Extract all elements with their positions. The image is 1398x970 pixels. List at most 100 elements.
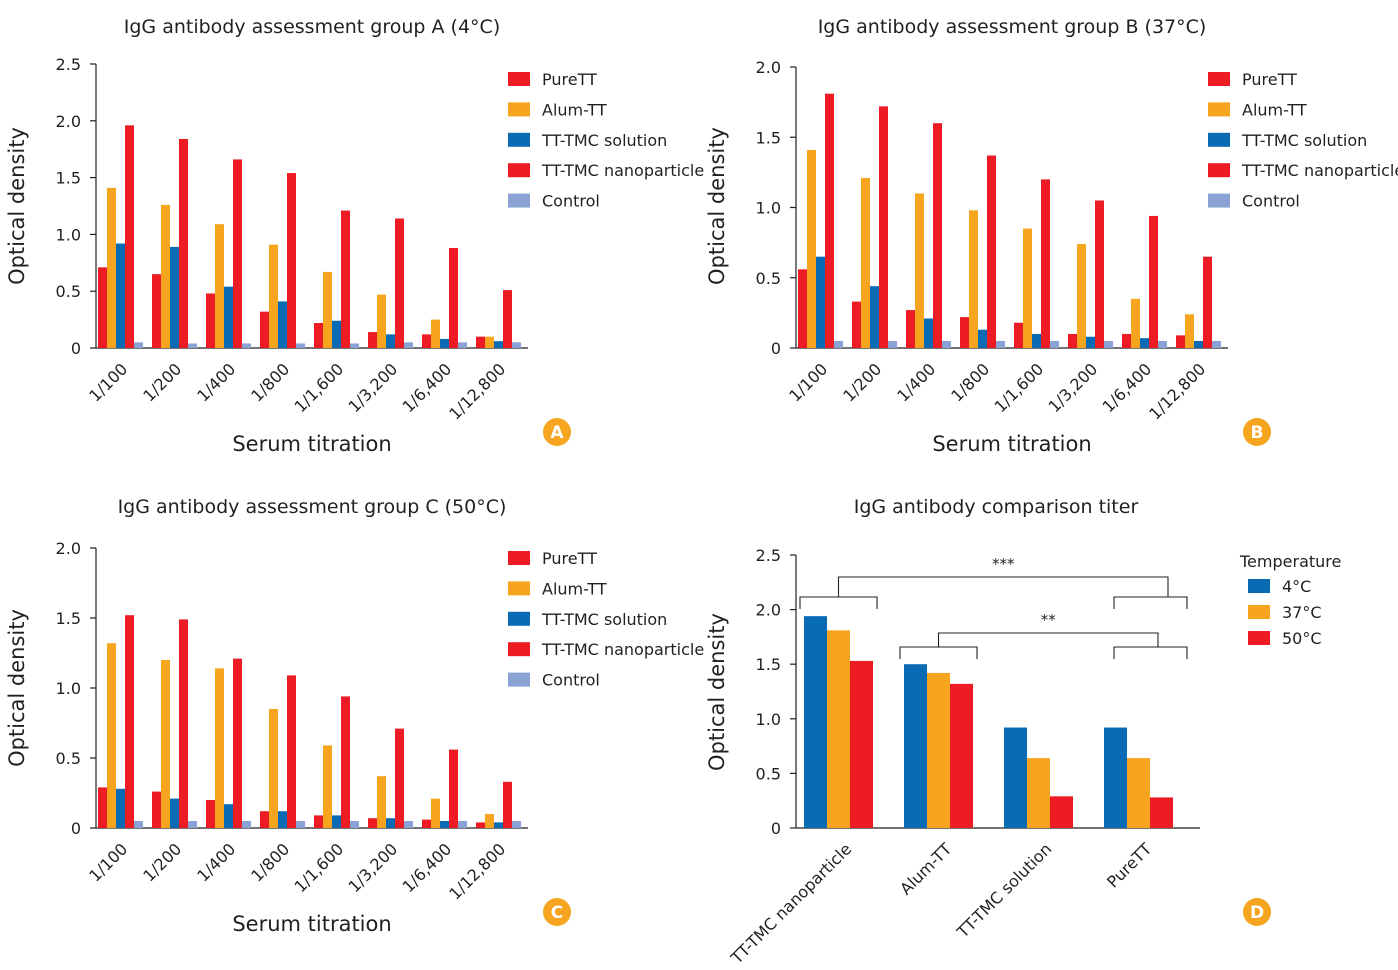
- bar: [269, 709, 278, 828]
- bar: [503, 781, 512, 828]
- bar: [170, 246, 179, 348]
- legend-label: 37°C: [1282, 603, 1322, 622]
- bar: [188, 343, 197, 348]
- y-tick-label: 0.5: [756, 269, 781, 288]
- x-tick-label: 1/100: [85, 359, 131, 405]
- panel-badge: A: [543, 418, 571, 446]
- legend-swatch: [1248, 579, 1270, 593]
- bar: [233, 159, 242, 348]
- bar: [476, 336, 485, 348]
- bar: [458, 342, 467, 348]
- bar: [386, 334, 395, 348]
- chart-title: IgG antibody assessment group A (4°C): [124, 16, 500, 38]
- bar: [215, 224, 224, 348]
- badge-label: C: [551, 903, 563, 923]
- bar: [152, 274, 161, 348]
- bracket-bar: [837, 576, 1169, 597]
- bar: [1050, 796, 1073, 828]
- x-axis-label: Serum titration: [232, 912, 391, 936]
- y-tick-label: 0.5: [756, 764, 781, 783]
- bar: [1023, 228, 1032, 348]
- badge-circle: [1243, 418, 1271, 446]
- bar: [179, 619, 188, 828]
- legend-label: 50°C: [1282, 629, 1322, 648]
- bar: [287, 675, 296, 828]
- y-tick-label: 2.0: [756, 58, 781, 77]
- bar: [1140, 338, 1149, 348]
- bar: [422, 819, 431, 828]
- y-tick-label: 2.5: [756, 546, 781, 565]
- legend-swatch: [508, 551, 530, 565]
- bar: [1149, 215, 1158, 348]
- bar: [260, 311, 269, 348]
- legend-label: Control: [1242, 192, 1300, 211]
- bar: [134, 821, 143, 828]
- bar: [152, 791, 161, 828]
- legend-label: TT-TMC solution: [541, 610, 667, 629]
- significance-label: ***: [992, 555, 1015, 573]
- panel-badge: C: [543, 898, 571, 926]
- x-tick-label: 1/3,200: [1044, 359, 1101, 416]
- bar: [1104, 340, 1113, 348]
- bar: [269, 244, 278, 348]
- bar: [98, 787, 107, 828]
- legend: Temperature 4°C 37°C 50°C: [1239, 552, 1341, 648]
- badge-circle: [543, 898, 571, 926]
- y-tick-label: 1.5: [756, 128, 781, 147]
- bar: [368, 818, 377, 828]
- bar: [377, 294, 386, 348]
- x-tick-label: 1/200: [139, 839, 185, 885]
- significance-label: **: [1041, 611, 1057, 629]
- bar: [798, 269, 807, 348]
- x-tick-label: Alum-TT: [896, 839, 955, 898]
- x-tick-label: 1/100: [85, 839, 131, 885]
- bar: [233, 658, 242, 828]
- bar: [296, 821, 305, 828]
- y-tick-label: 1.0: [756, 710, 781, 729]
- bar: [825, 93, 834, 348]
- bar: [904, 664, 927, 828]
- legend-label: PureTT: [542, 70, 597, 89]
- bar: [1158, 340, 1167, 348]
- legend-swatch: [1248, 605, 1270, 619]
- bar: [879, 106, 888, 348]
- y-tick-label: 0: [771, 339, 781, 358]
- legend-swatch: [508, 611, 530, 626]
- bar: [206, 293, 215, 348]
- bar: [927, 672, 950, 828]
- y-tick-label: 2.0: [56, 112, 81, 131]
- bracket-cap-right: [1113, 596, 1188, 609]
- legend-title: Temperature: [1239, 552, 1341, 571]
- bar: [933, 123, 942, 348]
- chart-panel-d: IgG antibody comparison titer Optical den…: [705, 496, 1341, 968]
- x-tick-label: 1/1,600: [290, 359, 347, 416]
- y-tick-label: 2.0: [756, 601, 781, 620]
- bar: [494, 822, 503, 828]
- x-tick-label: PureTT: [1103, 839, 1155, 891]
- bar: [224, 286, 233, 348]
- bar: [494, 341, 503, 348]
- bar: [224, 804, 233, 828]
- badge-label: D: [1250, 903, 1264, 923]
- legend-swatch: [508, 193, 530, 208]
- bar: [449, 749, 458, 828]
- bar: [296, 343, 305, 348]
- panel-badge: D: [1243, 898, 1271, 926]
- bar: [395, 728, 404, 828]
- y-axis-label: Optical density: [5, 609, 29, 767]
- y-tick-label: 1.5: [756, 655, 781, 674]
- legend-label: Control: [542, 192, 600, 211]
- x-axis-label: Serum titration: [232, 432, 391, 456]
- bar: [1014, 322, 1023, 348]
- bar: [969, 210, 978, 348]
- bar: [1104, 727, 1127, 828]
- legend-swatch: [1208, 102, 1230, 117]
- bar: [850, 660, 873, 828]
- bar: [161, 660, 170, 828]
- bar: [314, 815, 323, 828]
- legend-swatch: [1208, 132, 1230, 147]
- x-tick-label: 1/12,800: [445, 839, 509, 903]
- x-tick-label: 1/12,800: [1145, 359, 1209, 423]
- y-axis-label: Optical density: [5, 127, 29, 285]
